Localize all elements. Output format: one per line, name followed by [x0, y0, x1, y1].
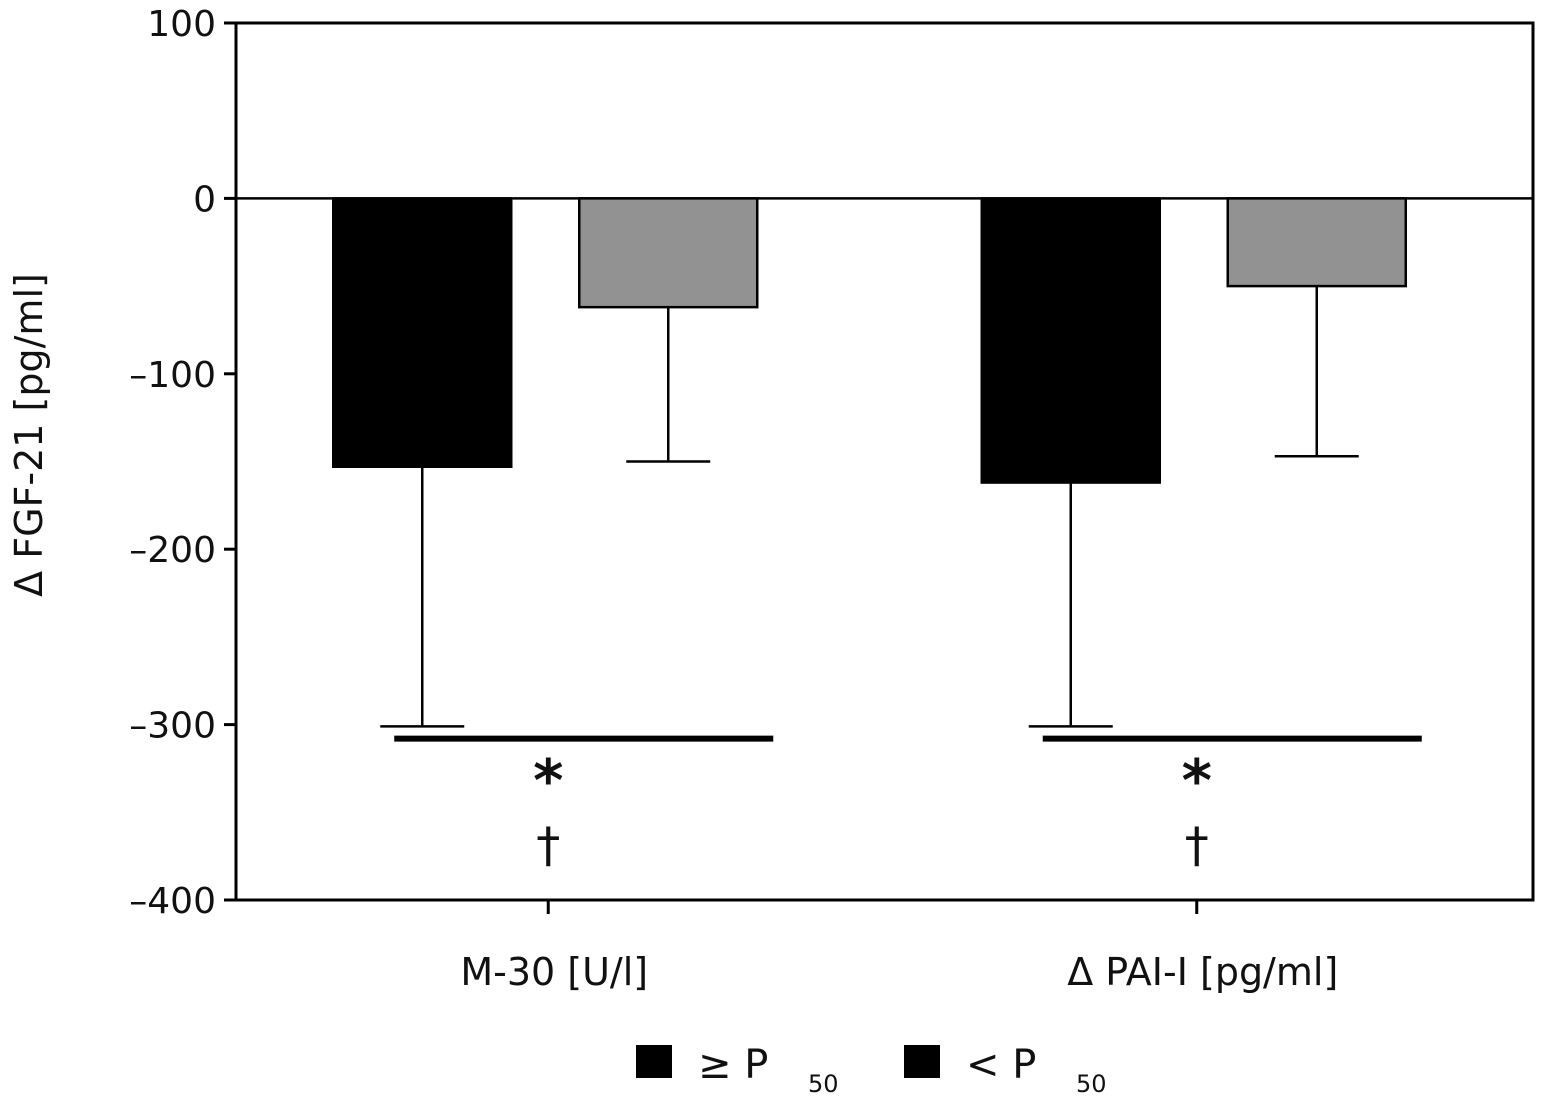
y-axis-title: Δ FGF-21 [pg/ml]: [7, 273, 51, 597]
x-category-label: Δ PAI-I [pg/ml]: [1067, 950, 1338, 994]
legend-subscript: 50: [808, 1070, 839, 1097]
legend-swatch: [636, 1045, 672, 1078]
y-tick-label: –300: [129, 706, 216, 747]
significance-star: *: [1182, 747, 1212, 815]
legend-label: < P: [966, 1042, 1036, 1088]
significance-star: *: [533, 747, 563, 815]
bar: [578, 197, 759, 309]
legend-swatch: [904, 1045, 940, 1078]
significance-dagger: †: [1185, 818, 1209, 874]
legend-subscript: 50: [1076, 1070, 1107, 1097]
y-tick-label: –100: [129, 355, 216, 396]
y-tick-label: 0: [193, 179, 216, 220]
y-tick-label: 100: [147, 4, 216, 45]
y-tick-label: –400: [129, 881, 216, 922]
y-tick-label: –200: [129, 530, 216, 571]
legend-label: ≥ P: [698, 1042, 768, 1088]
bar: [332, 197, 513, 469]
significance-dagger: †: [536, 818, 560, 874]
bar: [980, 197, 1161, 484]
x-category-label: M-30 [U/l]: [460, 950, 648, 994]
bar: [1226, 197, 1407, 288]
plot-frame: [234, 21, 1535, 902]
